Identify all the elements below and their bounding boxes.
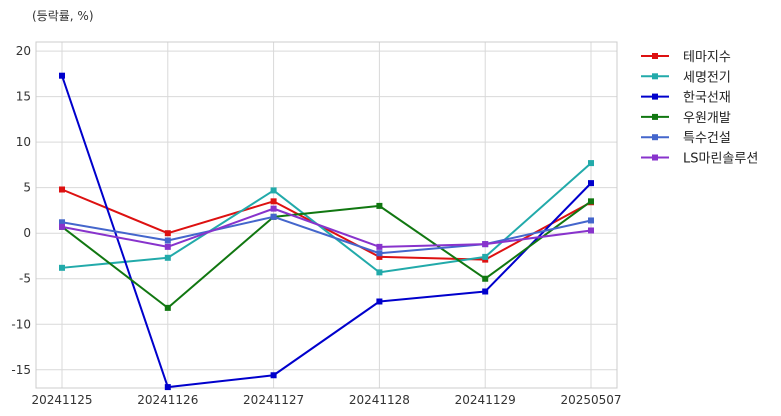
data-point xyxy=(270,372,277,379)
legend-label: LS마린솔루션 xyxy=(683,152,758,167)
data-point xyxy=(588,160,594,167)
data-point xyxy=(588,217,594,224)
data-point xyxy=(164,237,171,244)
data-point xyxy=(59,223,65,230)
data-point xyxy=(376,202,383,209)
series-line xyxy=(61,215,592,255)
legend-item: 한국선재 xyxy=(641,91,731,106)
legend-item: LS마린솔루션 xyxy=(641,152,758,167)
legend-marker xyxy=(652,93,658,100)
y-tick-label: 10 xyxy=(16,135,31,149)
data-point xyxy=(588,180,594,187)
legend-label: 특수건설 xyxy=(683,131,731,146)
data-point xyxy=(376,298,383,305)
data-point xyxy=(59,264,65,271)
data-point xyxy=(270,213,277,220)
data-point xyxy=(164,384,171,391)
legend-label: 한국선재 xyxy=(683,91,731,106)
y-tick-label: -5 xyxy=(19,272,31,286)
legend-marker xyxy=(652,113,658,120)
legend-item: 테마지수 xyxy=(641,50,731,65)
series-group xyxy=(59,72,594,391)
legend-marker xyxy=(652,134,658,141)
data-point xyxy=(588,198,594,205)
data-point xyxy=(482,253,489,260)
x-axis: 20241125 20241126 20241127 20241128 20241129… xyxy=(31,393,621,407)
x-tick-label: 20241125 xyxy=(31,393,92,407)
series-line xyxy=(61,75,592,389)
data-point xyxy=(270,187,277,194)
legend-item: 세명전기 xyxy=(641,70,731,85)
data-point xyxy=(588,227,594,234)
data-point xyxy=(482,288,489,295)
plot-frame xyxy=(35,41,618,389)
x-tick-label: 20241129 xyxy=(455,393,516,407)
legend-item: 우원개발 xyxy=(641,111,731,126)
data-point xyxy=(270,205,277,212)
data-point xyxy=(59,219,65,226)
y-tick-label: 15 xyxy=(16,90,31,104)
series-layer xyxy=(59,72,594,391)
series-group xyxy=(59,213,594,257)
legend-label: 테마지수 xyxy=(683,50,731,65)
grid xyxy=(36,42,617,388)
y-tick-label: -15 xyxy=(11,363,31,377)
series-line xyxy=(61,188,592,261)
data-point xyxy=(376,253,383,260)
y-tick-label: 0 xyxy=(23,226,31,240)
series-group xyxy=(59,186,594,263)
legend-marker xyxy=(652,53,658,59)
y-tick-label: 5 xyxy=(23,181,31,195)
legend-label: 우원개발 xyxy=(683,111,731,126)
legend-marker xyxy=(652,154,658,161)
data-point xyxy=(59,72,65,79)
data-point xyxy=(59,186,65,193)
x-tick-label: 20250507 xyxy=(560,393,621,407)
unit-label: (등락률, %) xyxy=(32,9,94,23)
legend-label: 세명전기 xyxy=(683,70,731,85)
y-tick-label: 20 xyxy=(16,44,31,58)
data-point xyxy=(482,275,489,282)
data-point xyxy=(376,250,383,257)
y-axis: 20 15 10 5 0 -5 -10 -15 xyxy=(11,44,31,377)
series-line xyxy=(61,207,592,248)
data-point xyxy=(164,243,171,250)
data-point xyxy=(164,304,171,311)
series-group xyxy=(59,198,594,311)
data-point xyxy=(482,241,489,248)
y-tick-label: -10 xyxy=(11,317,31,331)
data-point xyxy=(270,198,277,205)
data-point xyxy=(376,243,383,250)
data-point xyxy=(376,269,383,276)
x-tick-label: 20241128 xyxy=(349,393,410,407)
x-tick-label: 20241127 xyxy=(243,393,304,407)
series-line xyxy=(61,162,592,274)
series-line xyxy=(61,200,592,309)
legend-marker xyxy=(652,73,658,80)
data-point xyxy=(164,254,171,261)
data-point xyxy=(164,230,171,237)
series-group xyxy=(59,205,594,250)
x-tick-label: 20241126 xyxy=(137,393,198,407)
legend-item: 특수건설 xyxy=(641,131,731,146)
